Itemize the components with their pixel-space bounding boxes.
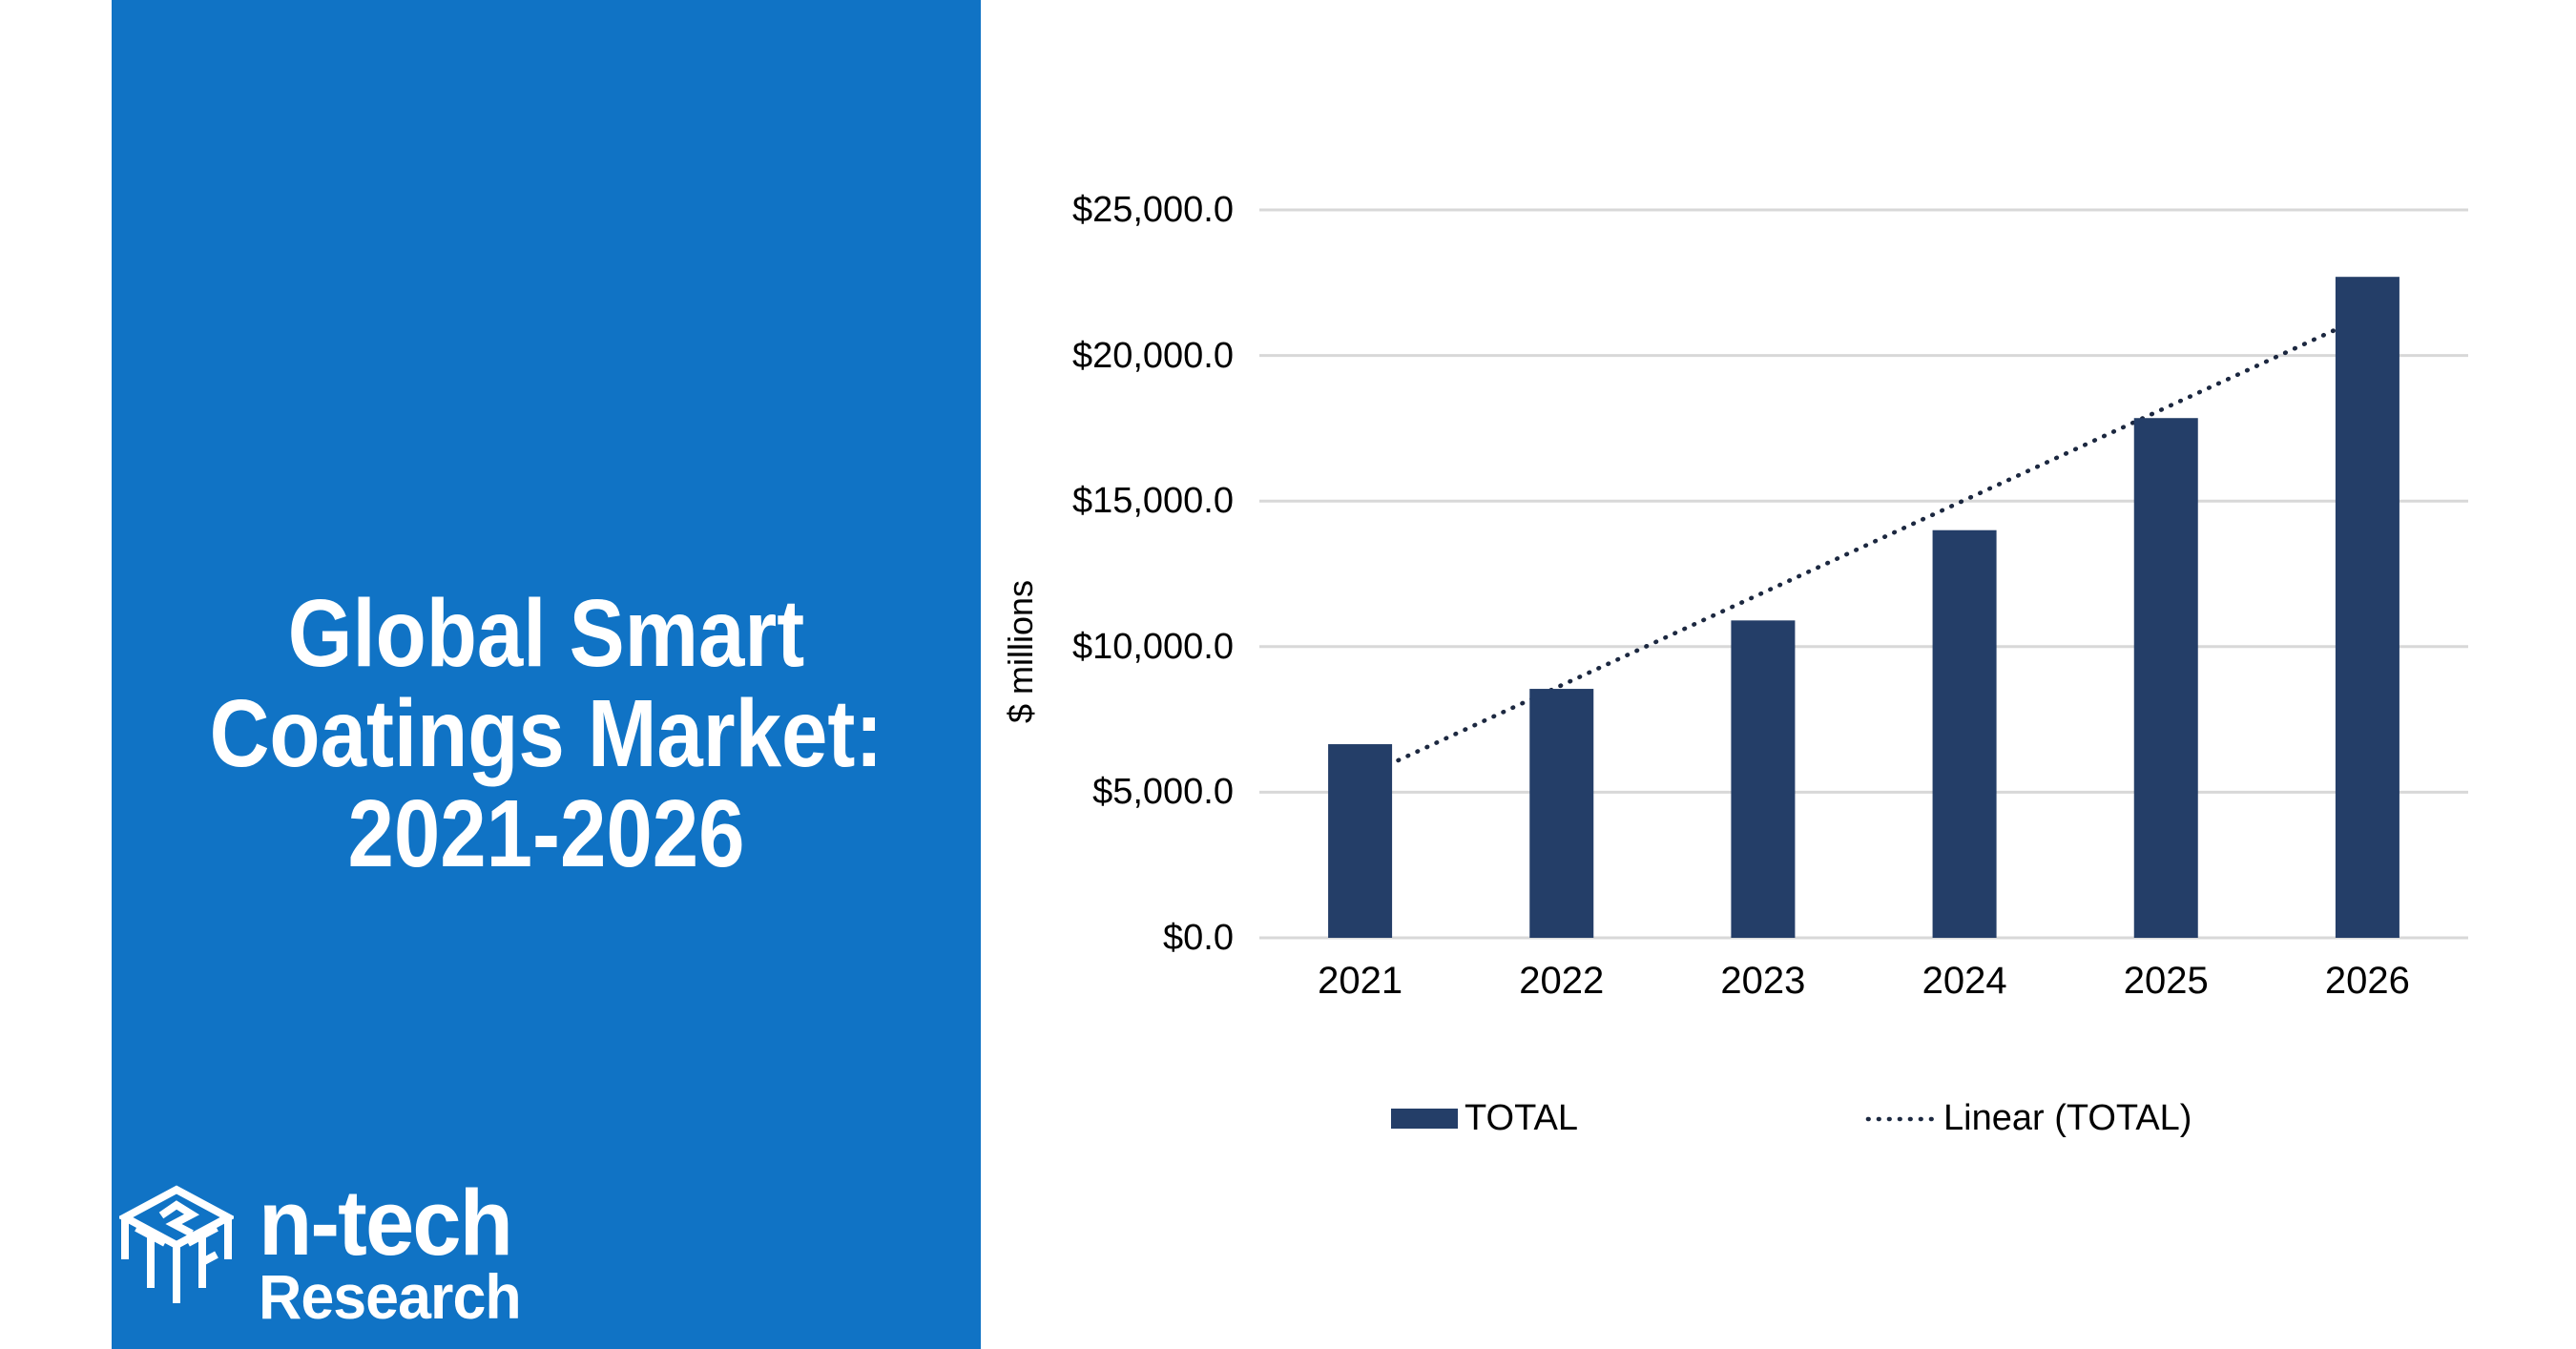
- trendline-linear-total: [1358, 312, 2370, 780]
- bar-2025: [2133, 418, 2198, 938]
- bar-2022: [1529, 689, 1594, 938]
- ntech-cube-icon: [119, 1185, 234, 1303]
- ntech-research-logo: n-tech Research: [119, 1171, 534, 1332]
- report-title: Global Smart Coatings Market: 2021-2026: [168, 584, 924, 884]
- bar-2026: [2335, 277, 2399, 938]
- title-panel: Global Smart Coatings Market: 2021-2026 …: [112, 0, 981, 1349]
- ntech-logo-text: n-tech Research: [259, 1171, 522, 1332]
- logo-subname: Research: [259, 1260, 522, 1332]
- bar-2024: [1932, 529, 1997, 938]
- report-title-line1: Global Smart: [287, 580, 805, 687]
- bar-2023: [1731, 620, 1796, 938]
- report-title-line3: 2021-2026: [347, 780, 745, 887]
- logo-name: n-tech: [259, 1171, 513, 1275]
- bar-2021: [1328, 744, 1393, 938]
- report-title-line2: Coatings Market:: [209, 680, 883, 787]
